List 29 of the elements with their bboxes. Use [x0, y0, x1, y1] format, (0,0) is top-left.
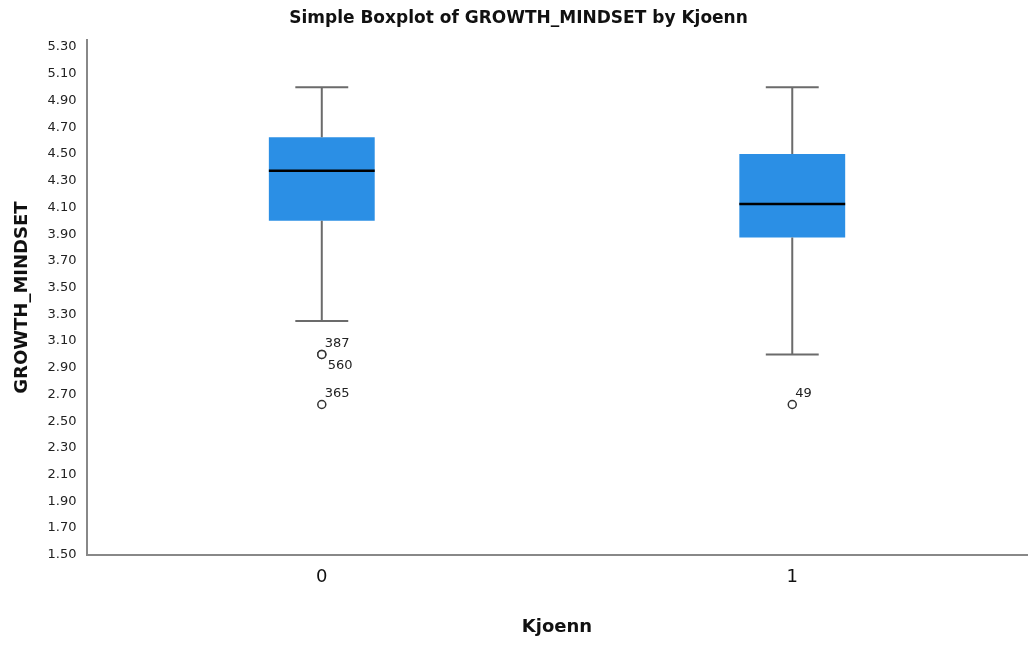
y-tick-label: 4.70 — [47, 118, 77, 134]
y-tick-label: 2.70 — [47, 385, 77, 401]
x-tick-label: 1 — [786, 565, 798, 587]
y-tick-label: 1.90 — [47, 492, 77, 508]
y-tick-label: 4.10 — [47, 198, 77, 214]
y-tick-label: 3.70 — [47, 252, 77, 268]
y-tick-label: 3.50 — [47, 278, 77, 294]
y-tick-label: 4.30 — [47, 172, 77, 188]
y-tick-label: 4.90 — [47, 91, 77, 107]
annotation: 49 — [795, 385, 812, 401]
annotation: 560 — [327, 357, 353, 373]
y-tick-label: 2.10 — [47, 466, 77, 482]
y-tick-label: 2.30 — [47, 439, 77, 455]
x-tick-label: 0 — [316, 565, 328, 587]
y-tick-label: 2.50 — [47, 412, 77, 428]
y-tick-label: 4.50 — [47, 145, 77, 161]
y-tick-label: 2.90 — [47, 359, 77, 375]
y-tick-label: 3.90 — [47, 225, 77, 241]
y-tick-label: 1.50 — [47, 546, 77, 562]
y-axis-title: GROWTH_MINDSET — [10, 200, 32, 394]
y-tick-label: 3.10 — [47, 332, 77, 348]
x-axis-title: Kjoenn — [521, 614, 593, 636]
y-tick-label: 5.10 — [47, 65, 77, 81]
annotation: 387 — [324, 335, 350, 351]
y-tick-label: 3.30 — [47, 305, 77, 321]
y-tick-label: 1.70 — [47, 519, 77, 535]
y-tick-label: 5.30 — [47, 38, 77, 54]
chart-title: Simple Boxplot of GROWTH_MINDSET by Kjoenn — [289, 6, 748, 27]
annotation: 365 — [324, 385, 350, 401]
